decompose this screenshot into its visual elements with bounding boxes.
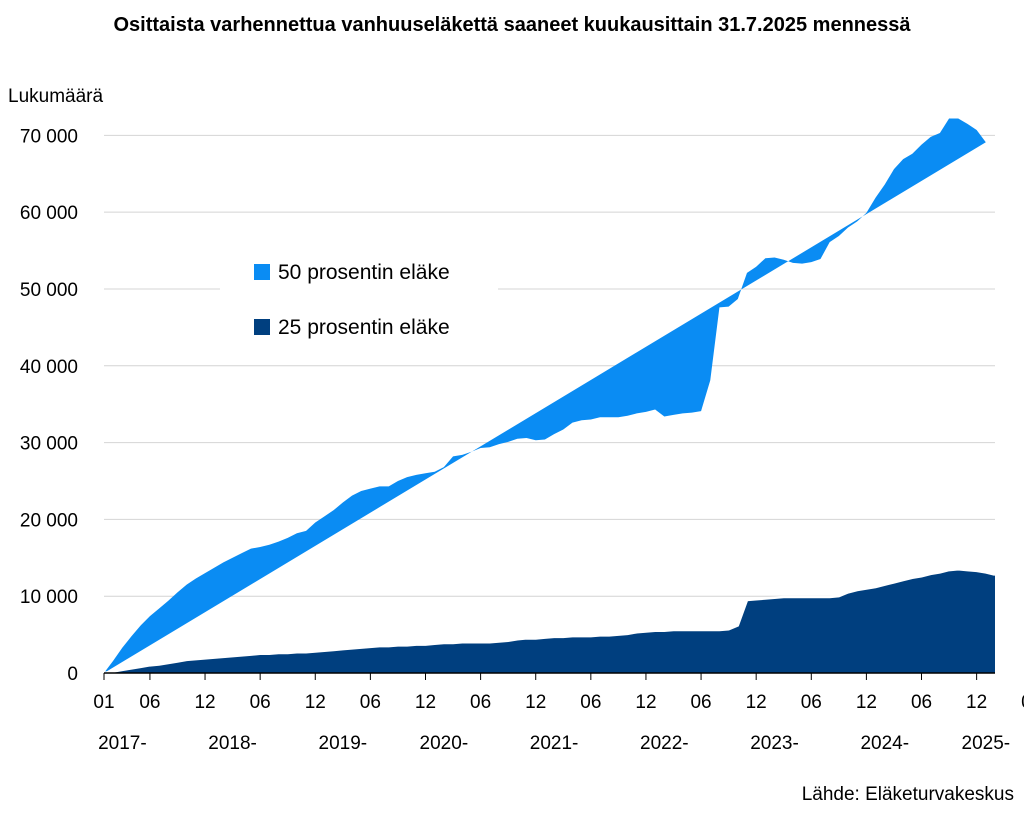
x-year-label: 2024-	[860, 733, 909, 754]
x-year-label: 2025-	[962, 733, 1011, 754]
legend-box	[220, 244, 498, 360]
x-month-label: 12	[635, 692, 656, 713]
stacked-areas	[103, 118, 996, 675]
area-50-prosentin-elake	[104, 118, 986, 673]
y-tick-label: 30 000	[20, 434, 78, 455]
x-year-label: 2021-	[530, 733, 579, 754]
x-month-label: 01	[93, 692, 114, 713]
x-year-label: 2017-	[98, 733, 147, 754]
x-month-label: 06	[690, 692, 711, 713]
x-year-label: 2020-	[420, 733, 469, 754]
x-year-label: 2022-	[640, 733, 689, 754]
x-month-label: 12	[415, 692, 436, 713]
x-month-label: 12	[305, 692, 326, 713]
y-tick-label: 70 000	[20, 126, 78, 147]
x-month-label: 12	[525, 692, 546, 713]
legend: 50 prosentin eläke 25 prosentin eläke	[220, 244, 498, 360]
y-tick-label: 20 000	[20, 510, 78, 531]
x-year-label: 2019-	[319, 733, 368, 754]
series-boundary-line	[103, 568, 996, 675]
legend-label: 25 prosentin eläke	[278, 316, 450, 339]
y-tick-label: 40 000	[20, 357, 78, 378]
x-month-label: 06	[250, 692, 271, 713]
x-month-label: 06	[470, 692, 491, 713]
y-tick-label: 0	[67, 664, 78, 685]
legend-swatch	[254, 319, 270, 335]
x-month-label: 12	[746, 692, 767, 713]
legend-swatch	[254, 264, 270, 280]
y-axis-label: Lukumäärä	[8, 86, 103, 107]
source-note: Lähde: Eläketurvakeskus	[801, 784, 1014, 805]
y-tick-label: 10 000	[20, 587, 78, 608]
x-month-label: 06	[1021, 692, 1024, 713]
gridlines	[104, 134, 995, 597]
x-month-label: 12	[856, 692, 877, 713]
x-month-label: 12	[966, 692, 987, 713]
x-month-label: 06	[911, 692, 932, 713]
area-25-prosentin-elake	[104, 569, 995, 673]
x-month-label: 06	[580, 692, 601, 713]
x-year-label: 2018-	[208, 733, 257, 754]
x-month-label: 06	[360, 692, 381, 713]
legend-label: 50 prosentin eläke	[278, 261, 450, 284]
x-month-label: 06	[801, 692, 822, 713]
y-tick-label: 60 000	[20, 203, 78, 224]
axes: 0 10 000 20 000 30 000 40 000 50 000 60 000 70 …	[20, 126, 1024, 754]
x-year-label: 2023-	[750, 733, 799, 754]
x-month-label: 12	[194, 692, 215, 713]
y-tick-label: 50 000	[20, 280, 78, 301]
x-month-label: 06	[139, 692, 160, 713]
chart-title: Osittaista varhennettua vanhuuseläkettä …	[113, 14, 911, 36]
